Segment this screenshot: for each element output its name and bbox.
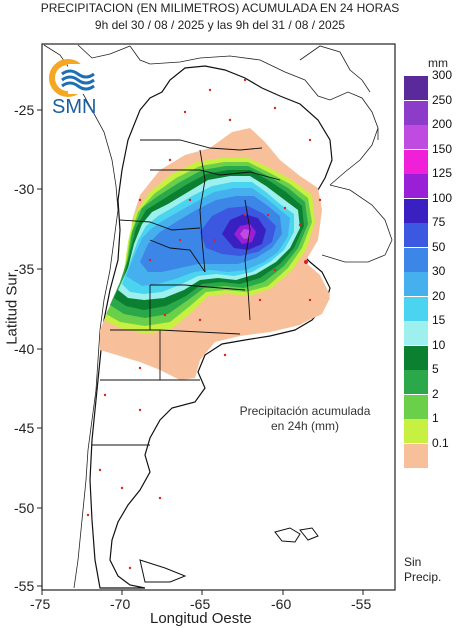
x-tick-label: -55 [351, 596, 372, 612]
x-axis-label: Longitud Oeste [150, 610, 252, 627]
legend-label: 1 [432, 411, 439, 425]
tierra-del-fuego [139, 559, 187, 583]
legend-unit: mm [428, 56, 448, 70]
x-tick-label: -60 [271, 596, 292, 612]
y-tick-label: -30 [14, 181, 35, 197]
legend-swatch [404, 174, 428, 198]
legend-item: 15 [404, 313, 460, 345]
legend-swatch [404, 247, 428, 272]
y-axis-label: Latitud Sur [3, 272, 21, 345]
legend-label: 20 [432, 288, 446, 303]
legend-swatch [404, 100, 428, 125]
tick-marks [37, 109, 364, 595]
legend-label: 75 [432, 215, 446, 229]
legend-item: 2 [404, 387, 460, 419]
no-precip-line1: Sin [404, 555, 422, 569]
legend-item: 1 [404, 411, 460, 443]
legend-swatch [404, 198, 428, 223]
legend-label: 300 [432, 68, 453, 82]
legend-item: 200 [404, 117, 460, 149]
legend-item: 5 [404, 362, 460, 394]
legend-item: 0.1 [404, 436, 460, 468]
smn-logo-icon [49, 59, 95, 97]
legend-label: 0.1 [432, 435, 449, 450]
legend-swatch [404, 272, 428, 296]
legend-no-precip: Sin Precip. [404, 555, 441, 585]
legend-swatch [404, 149, 428, 174]
legend-label: 200 [432, 117, 453, 131]
legend-label: 2 [432, 386, 439, 401]
legend-label: 150 [432, 141, 453, 156]
legend-item: 10 [404, 338, 460, 370]
legend-item: 100 [404, 191, 460, 223]
legend-swatch [404, 394, 428, 419]
y-tick-label: -50 [14, 500, 35, 516]
legend-swatch [404, 321, 428, 345]
no-precip-line2: Precip. [404, 570, 442, 584]
legend-swatch [404, 296, 428, 321]
malvinas-islands [274, 527, 319, 543]
annotation-line2: en 24h (mm) [270, 419, 340, 433]
country-borders [43, 44, 393, 589]
legend-swatch [404, 125, 428, 149]
map-annotation: Precipitación acumulada en 24h (mm) [225, 404, 385, 434]
legend-swatch [404, 76, 428, 100]
legend-swatch [404, 223, 428, 247]
logo-text: SMN [52, 96, 97, 118]
legend-item: 20 [404, 289, 460, 321]
legend-item: 300 [404, 68, 460, 100]
y-tick-label: -40 [14, 341, 35, 357]
annotation-line1: Precipitación acumulada [239, 404, 371, 418]
legend-label: 125 [432, 166, 453, 180]
y-tick-label: -45 [14, 420, 35, 436]
x-tick-label: -75 [30, 596, 51, 612]
map-subtitle: 9h del 30 / 08 / 2025 y las 9h del 31 / … [94, 18, 346, 32]
legend-item: 75 [404, 215, 460, 247]
x-tick-label: -65 [190, 596, 211, 612]
y-tick-label: -35 [14, 261, 35, 277]
province-borders [92, 139, 281, 446]
legend-label: 5 [432, 362, 439, 376]
y-tick-label: -25 [14, 102, 35, 118]
legend-label: 30 [432, 264, 446, 278]
legend-item: 50 [404, 240, 460, 272]
legend-label: 50 [432, 239, 446, 254]
y-tick-label: -55 [14, 578, 35, 594]
legend-item: 30 [404, 264, 460, 296]
legend-item: 250 [404, 93, 460, 125]
x-tick-label: -70 [110, 596, 131, 612]
legend-swatch [404, 370, 428, 394]
legend-label: 10 [432, 337, 446, 352]
legend-swatch [404, 345, 428, 370]
legend-label: 100 [432, 190, 453, 205]
legend-item: 125 [404, 166, 460, 198]
station-points [86, 78, 322, 570]
map-title: PRECIPITACION (EN MILIMETROS) ACUMULADA … [40, 1, 400, 15]
legend-label: 15 [432, 313, 446, 327]
legend-item: 150 [404, 142, 460, 174]
legend-swatch [404, 419, 428, 443]
legend-label: 250 [432, 92, 453, 107]
legend-swatch [404, 443, 428, 468]
